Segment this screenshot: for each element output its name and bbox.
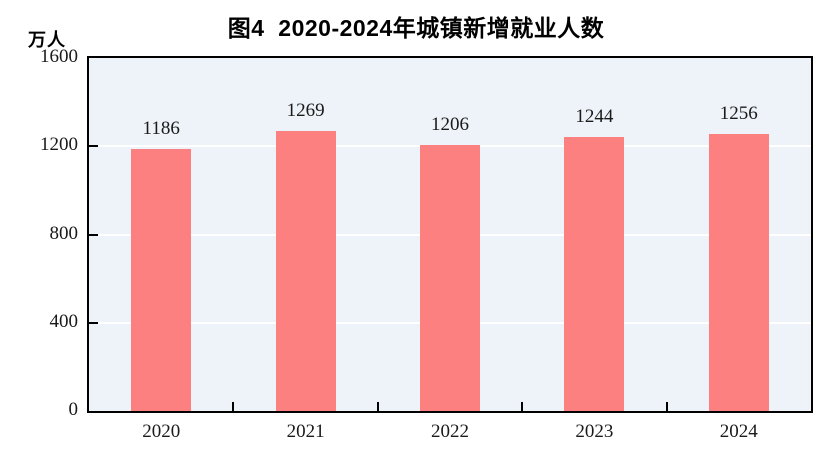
y-axis-tick (89, 145, 98, 148)
plot-area: 1186 1269 1206 1244 1256 (87, 56, 813, 413)
x-axis-tick (376, 402, 379, 411)
bar-value-label: 1256 (719, 102, 758, 124)
x-tick-label: 2020 (142, 421, 181, 442)
y-axis-unit-label: 万人 (28, 30, 66, 50)
y-axis: 0 400 800 1200 1600 (0, 0, 78, 461)
y-axis-tick (89, 233, 98, 236)
bar-2023 (564, 136, 625, 411)
bar-value-label: 1206 (431, 113, 469, 135)
x-tick-label: 2023 (575, 421, 614, 442)
bar-value-label: 1269 (286, 100, 325, 122)
x-tick-label: 2022 (431, 421, 469, 442)
y-axis-tick (89, 321, 98, 324)
x-axis-tick (665, 402, 668, 411)
y-tick-label: 1600 (40, 46, 78, 67)
y-tick-label: 400 (49, 310, 79, 332)
bar-value-label: 1186 (142, 118, 180, 140)
x-tick-label: 2024 (719, 421, 758, 442)
bar-value-label: 1244 (575, 105, 614, 127)
bar-2022 (420, 144, 480, 411)
bar-2024 (708, 133, 769, 411)
x-axis-tick (521, 402, 524, 411)
y-tick-label: 800 (49, 222, 79, 244)
x-tick-label: 2021 (286, 421, 325, 442)
y-tick-label: 1200 (40, 134, 78, 156)
chart-title: 图4 2020-2024年城镇新增就业人数 (227, 15, 605, 41)
y-tick-label: 0 (68, 399, 79, 420)
bar-2021 (275, 131, 336, 411)
bar-2020 (131, 149, 192, 411)
x-axis-tick (232, 402, 235, 411)
